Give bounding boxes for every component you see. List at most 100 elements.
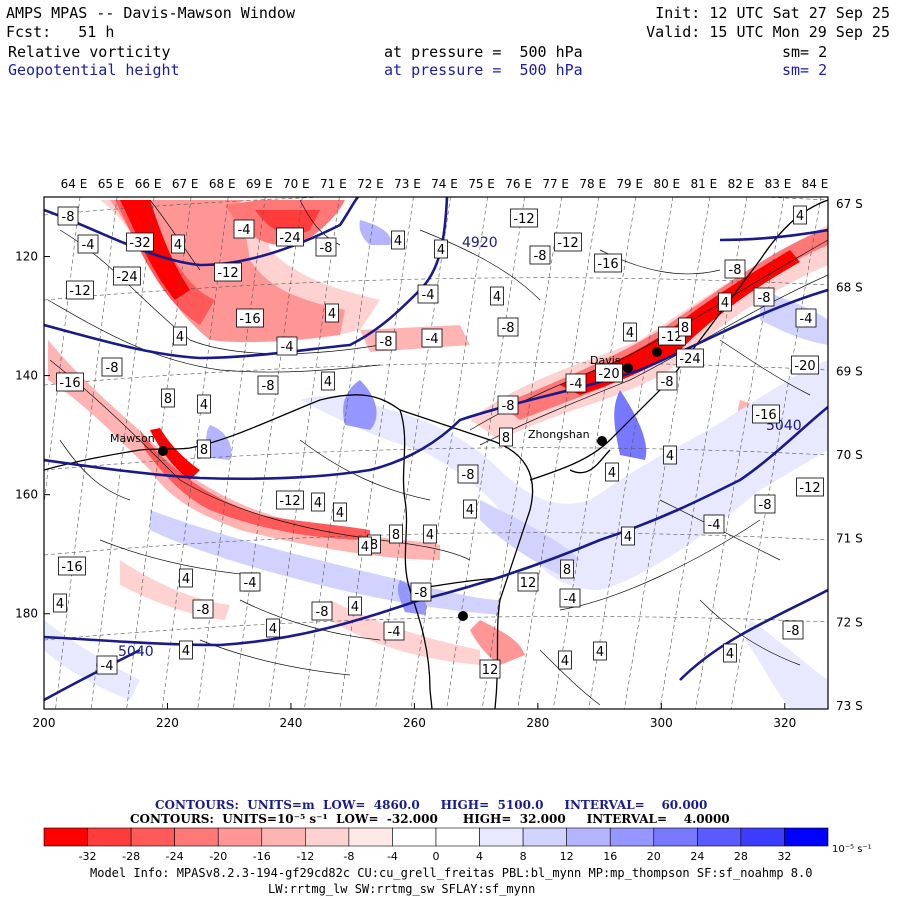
vorticity-label: 4 [197,394,211,414]
height-contour-info: CONTOURS: UNITS=m LOW= 4860.0 HIGH= 5100… [155,798,708,812]
colorbar-label: -28 [122,850,140,863]
vorticity-label: -8 [529,245,551,265]
svg-text:8: 8 [563,563,571,578]
vorticity-label: 4 [311,492,325,512]
colorbar-label: 20 [647,850,661,863]
svg-text:-8: -8 [462,468,475,483]
vorticity-label: 4 [266,618,280,638]
svg-text:-8: -8 [502,399,515,414]
station-label-zhongshan: Zhongshan [528,428,590,441]
svg-text:4: 4 [351,600,359,615]
vorticity-label: 4 [593,641,607,661]
colorbar-label: 24 [690,850,704,863]
vorticity-label: -4 [96,655,118,675]
svg-text:-8: -8 [262,379,275,394]
colorbar-swatch [740,827,785,847]
vorticity-label: -16 [56,372,84,392]
x-tick-label: 300 [650,716,673,730]
field2-level: at pressure = 500 hPa [384,61,583,79]
vorticity-label: 4 [718,292,732,312]
top-longitude-label: 70 E [283,177,310,191]
y-axis-ticks: 120 140 160 180 [15,250,50,621]
svg-text:-8: -8 [787,624,800,639]
colorbar-swatch [479,827,524,847]
top-longitude-label: 80 E [653,177,680,191]
meridian-line [161,197,229,709]
svg-text:4: 4 [336,506,344,521]
svg-text:8: 8 [681,321,689,336]
colorbar-swatch [784,827,829,847]
svg-text:4: 4 [182,644,190,659]
svg-text:-4: -4 [281,340,294,355]
vorticity-label: 4 [179,640,193,660]
model-info-line1: Model Info: MPASv8.2.3-194-gf29cd82c CU:… [90,866,813,880]
svg-text:-4: -4 [82,238,95,253]
top-longitude-label: 68 E [209,177,236,191]
vorticity-label: -8 [315,237,337,257]
map-title: AMPS MPAS -- Davis-Mawson Window [6,4,295,22]
top-longitude-label: 67 E [172,177,199,191]
svg-text:4: 4 [666,449,674,464]
colorbar-units: 10⁻⁵ s⁻¹ [832,844,872,855]
svg-text:-8: -8 [729,263,742,278]
top-longitude-label: 77 E [542,177,569,191]
svg-text:-8: -8 [316,605,329,620]
svg-text:4: 4 [174,238,182,253]
vorticity-label: -4 [565,373,587,393]
stations: Mawson Davis Zhongshan [110,347,662,621]
top-longitude-label: 83 E [765,177,792,191]
x-tick-label: 200 [33,716,56,730]
svg-text:4: 4 [176,330,184,345]
vorticity-label: -4 [559,588,581,608]
vorticity-label: 4 [53,593,67,613]
station-dot [652,347,662,357]
colorbar-label: -24 [166,850,184,863]
vorticity-label: 4 [605,462,619,482]
vorticity-labels: -8-4 -32 4-4-24-8 4-24-12-12-16 4-4-12-8-12-… [53,205,824,679]
svg-text:4: 4 [624,530,632,545]
svg-text:8: 8 [200,443,208,458]
model-info-line2: LW:rrtmg_lw SW:rrtmg_sw SFLAY:sf_mynn [268,882,536,896]
vorticity-label: 12 [479,659,501,679]
right-latitude-label: 67 S [836,197,863,211]
meridian-line [481,197,562,709]
x-tick-label: 280 [526,716,549,730]
top-longitude-label: 65 E [98,177,125,191]
vorticity-label: -8 [257,375,279,395]
vorticity-label: -20 [595,363,623,383]
colorbar-label: -20 [209,850,227,863]
vorticity-label: -8 [497,395,519,415]
svg-text:4: 4 [721,296,729,311]
svg-text:-4: -4 [426,332,439,347]
vorticity-label: 4 [793,205,807,225]
vorticity-label: 4 [558,650,572,670]
station-dot [597,436,607,446]
meridian-line [695,197,785,709]
top-longitude-label: 79 E [616,177,643,191]
vorticity-label: -12 [554,232,582,252]
right-latitude-label: 71 S [836,532,863,546]
vorticity-label: 12 [517,572,539,592]
colorbar-swatch [130,827,175,847]
vorticity-label: 4 [723,643,737,663]
x-tick-label: 320 [773,716,796,730]
station-label-mawson: Mawson [110,432,155,445]
vorticity-label: -4 [239,572,261,592]
svg-text:4: 4 [596,645,604,660]
colorbar-label: 4 [476,850,483,863]
vorticity-label: 8 [389,524,403,544]
vorticity-label: -24 [276,227,304,247]
svg-text:4: 4 [200,398,208,413]
vorticity-label: -20 [791,355,819,375]
vorticity-contour-info: CONTOURS: UNITS=10⁻⁵ s⁻¹ LOW= -32.000 HI… [130,812,730,826]
svg-text:4: 4 [426,528,434,543]
svg-text:4: 4 [561,654,569,669]
svg-text:4: 4 [328,307,336,322]
svg-text:12: 12 [482,663,499,678]
height-label: 4920 [462,235,498,251]
meridian-line [588,197,674,709]
vorticity-label: -16 [236,308,264,328]
vorticity-label: -12 [66,280,94,300]
top-longitude-label: 73 E [394,177,421,191]
vorticity-label: -8 [497,317,519,337]
